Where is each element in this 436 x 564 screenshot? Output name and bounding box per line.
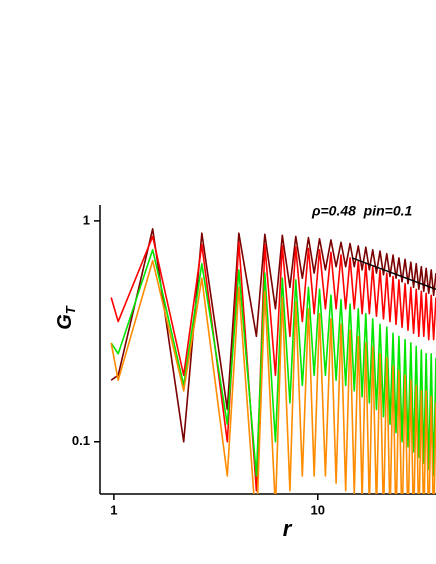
series-line [110,259,436,494]
y-tick-label: 0.1 [72,433,90,448]
x-tick-label: 10 [311,502,325,517]
series-line [110,228,436,443]
y-label-sub: T [63,305,78,314]
series-line [110,235,436,492]
plot-area [110,228,436,494]
series-line [110,248,436,477]
annotation: ρ=0.48 pin=0.1 [311,203,413,219]
y-label-main: G [54,314,76,330]
y-tick-label: 1 [83,212,90,227]
fit-line [351,257,436,290]
y-axis-label: GT [54,305,78,330]
x-tick-label: 1 [110,502,117,517]
x-axis-label: r [283,516,293,541]
